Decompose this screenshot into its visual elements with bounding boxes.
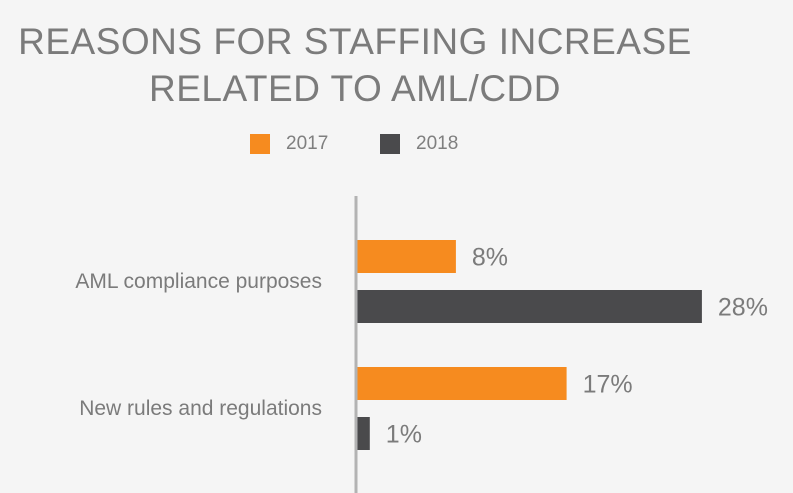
bar-2018-2 xyxy=(357,417,370,450)
data-label: 1% xyxy=(386,421,422,449)
legend-label-2018: 2018 xyxy=(416,133,459,154)
category-label: New rules and regulations xyxy=(79,397,322,420)
bar-2017-2 xyxy=(357,367,567,400)
bar-2018-1 xyxy=(357,290,702,323)
legend-label-2017: 2017 xyxy=(286,133,329,154)
legend-swatch-2017 xyxy=(250,134,270,154)
legend: 2017 2018 xyxy=(0,133,793,157)
chart-title-line-2: RELATED TO AML/CDD xyxy=(149,68,561,109)
chart-title: REASONS FOR STAFFING INCREASE RELATED TO… xyxy=(0,18,710,112)
chart-title-line-1: REASONS FOR STAFFING INCREASE xyxy=(18,21,692,62)
bar-2017-1 xyxy=(357,240,456,273)
legend-item-2018: 2018 xyxy=(380,133,458,155)
legend-item-2017: 2017 xyxy=(250,133,328,155)
data-label: 8% xyxy=(472,244,508,272)
legend-swatch-2018 xyxy=(380,134,400,154)
data-label: 28% xyxy=(718,294,768,322)
category-label: AML compliance purposes xyxy=(75,270,322,293)
data-label: 17% xyxy=(583,371,633,399)
